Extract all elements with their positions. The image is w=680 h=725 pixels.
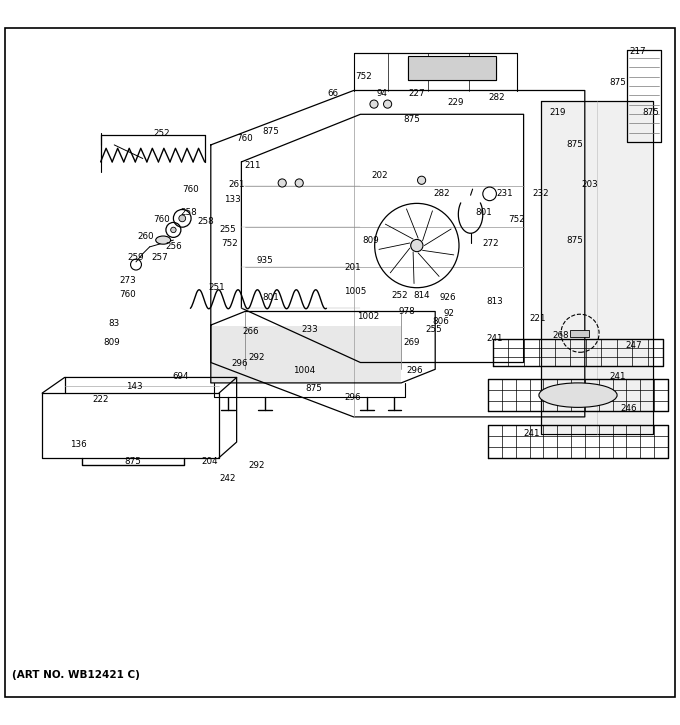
Text: 875: 875 [262,127,279,136]
Text: 255: 255 [426,326,442,334]
Text: 1002: 1002 [358,312,379,320]
Circle shape [171,227,176,233]
Text: 806: 806 [432,318,449,326]
Text: 292: 292 [249,461,265,471]
Text: 752: 752 [509,215,525,224]
Text: 875: 875 [566,141,583,149]
Text: 760: 760 [120,290,136,299]
Circle shape [179,215,186,222]
Bar [211,326,401,382]
Text: 875: 875 [566,236,583,244]
Circle shape [278,179,286,187]
Text: 813: 813 [487,297,503,306]
Text: 801: 801 [262,294,279,302]
Text: (ART NO. WB12421 C): (ART NO. WB12421 C) [12,671,140,680]
Text: 752: 752 [222,239,238,248]
Text: 258: 258 [197,217,214,225]
Text: 268: 268 [553,331,569,340]
Circle shape [295,179,303,187]
Text: 219: 219 [549,108,566,117]
Text: 256: 256 [165,242,182,252]
Text: 231: 231 [496,189,513,199]
Text: 875: 875 [306,384,322,393]
Text: 273: 273 [120,276,136,286]
Text: 233: 233 [301,326,318,334]
Bar [408,57,496,80]
Text: 926: 926 [439,294,456,302]
Bar [570,330,589,337]
Text: 241: 241 [524,429,540,439]
Text: 66: 66 [328,89,339,99]
Text: 202: 202 [371,171,388,180]
Text: 252: 252 [392,291,408,300]
Text: 760: 760 [182,185,199,194]
Text: 875: 875 [124,457,141,465]
Text: 269: 269 [403,338,420,347]
Text: 296: 296 [344,394,360,402]
Text: 246: 246 [621,405,637,413]
Text: 261: 261 [228,180,245,189]
Text: 143: 143 [126,382,143,391]
Text: 809: 809 [104,338,120,347]
Text: 760: 760 [237,133,253,143]
Text: 92: 92 [443,309,454,318]
Text: 257: 257 [152,252,168,262]
Text: 814: 814 [413,291,430,300]
Text: 1005: 1005 [344,286,366,296]
Text: 201: 201 [344,262,360,272]
Text: 247: 247 [626,341,642,350]
Text: 935: 935 [257,256,273,265]
Text: 296: 296 [231,360,248,368]
Circle shape [418,176,426,184]
Text: 211: 211 [245,161,261,170]
Text: 259: 259 [128,252,144,262]
Text: 222: 222 [92,395,109,405]
Text: 809: 809 [362,236,379,244]
Text: 203: 203 [582,180,598,189]
Text: 260: 260 [138,232,154,241]
Ellipse shape [156,236,171,244]
Text: 136: 136 [70,439,86,449]
Text: 292: 292 [249,352,265,362]
Text: 266: 266 [242,328,258,336]
Text: 204: 204 [201,457,218,465]
Circle shape [384,100,392,108]
Text: 272: 272 [483,239,499,248]
Text: 296: 296 [407,366,423,375]
Bar [541,102,652,434]
Ellipse shape [539,383,617,407]
Text: 282: 282 [488,93,505,102]
Text: 875: 875 [643,108,659,117]
Text: 241: 241 [609,372,626,381]
Text: 760: 760 [154,215,170,224]
Text: 694: 694 [172,372,188,381]
Circle shape [411,239,423,252]
Text: 242: 242 [220,473,236,483]
Text: 875: 875 [609,78,626,87]
Text: 752: 752 [356,72,372,81]
Text: 94: 94 [377,89,388,99]
Text: 801: 801 [476,208,492,218]
Text: 258: 258 [181,208,197,218]
Text: 83: 83 [109,318,120,328]
Text: 282: 282 [434,189,450,199]
Text: 251: 251 [208,283,224,292]
Text: 255: 255 [220,225,236,234]
Text: 217: 217 [630,46,646,56]
Text: 241: 241 [487,334,503,343]
Text: 229: 229 [447,99,464,107]
Text: 875: 875 [403,115,420,123]
Text: 232: 232 [532,189,549,199]
Text: 1004: 1004 [294,366,316,375]
Circle shape [370,100,378,108]
Text: 133: 133 [224,195,241,204]
Text: 978: 978 [398,307,415,316]
Text: 221: 221 [529,314,545,323]
Text: 252: 252 [154,129,170,138]
Text: 227: 227 [409,89,425,99]
